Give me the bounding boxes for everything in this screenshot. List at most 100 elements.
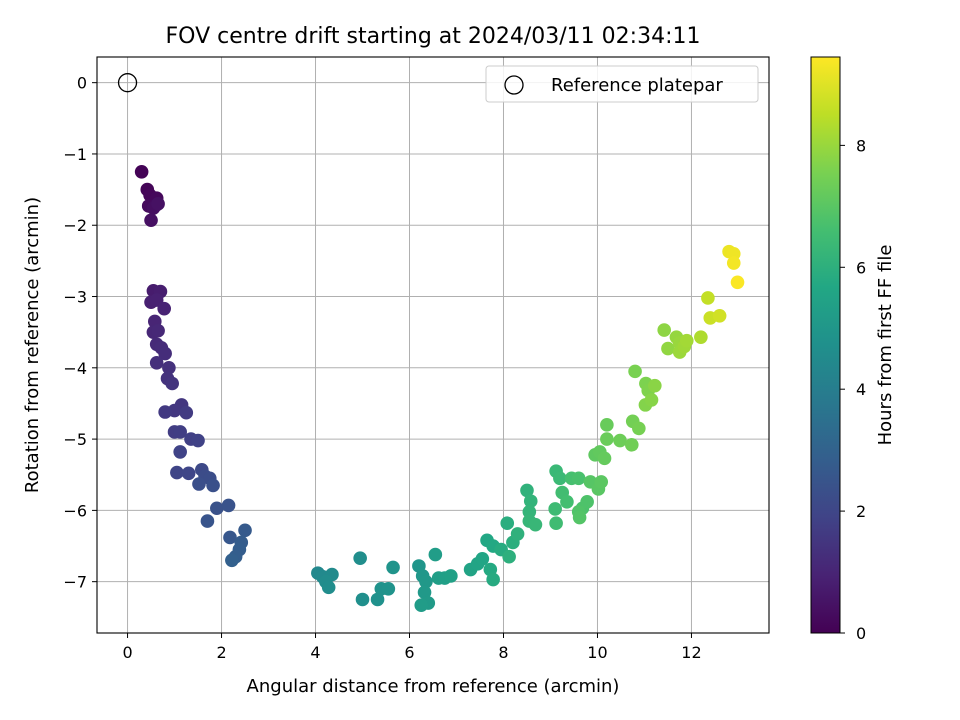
y-tick-label-3: −3: [63, 288, 87, 307]
x-tick-label-2: 4: [310, 643, 320, 662]
y-tick-label-1: −1: [63, 145, 87, 164]
data-point-63: [417, 585, 432, 600]
data-point-32: [173, 445, 187, 459]
data-point-115: [644, 393, 659, 407]
data-point-125: [701, 291, 715, 305]
colorbar-tick-label-2: 4: [856, 380, 866, 399]
data-point-86: [528, 517, 543, 532]
data-point-54: [353, 551, 367, 565]
colorbar-tick-label-1: 2: [856, 502, 866, 521]
x-tick-label-4: 8: [498, 643, 508, 662]
data-point-106: [600, 432, 614, 446]
y-tick-label-0: 0: [77, 74, 87, 93]
x-tick-label-3: 6: [404, 643, 414, 662]
data-point-101: [594, 475, 609, 489]
legend-entry-reference: Reference platepar: [551, 75, 723, 96]
data-point-26: [158, 405, 172, 419]
data-point-48: [225, 553, 239, 568]
colorbar-label: Hours from first FF file: [875, 245, 896, 446]
y-axis-label: Rotation from reference (arcmin): [22, 197, 43, 493]
data-point-123: [679, 333, 694, 348]
data-point-34: [181, 466, 196, 481]
data-point-98: [572, 510, 587, 525]
colorbar-tick-label-3: 6: [856, 258, 866, 277]
data-point-130: [726, 256, 741, 270]
data-point-92: [560, 495, 574, 509]
data-point-27: [179, 405, 194, 420]
data-point-20: [149, 356, 164, 370]
reference-platepar-marker: [117, 73, 138, 93]
data-point-82: [520, 483, 534, 498]
data-point-38: [192, 477, 206, 491]
data-point-58: [381, 582, 396, 596]
data-point-78: [500, 516, 515, 531]
data-point-7: [144, 213, 158, 228]
data-point-33: [170, 465, 184, 480]
x-axis-ticks: 0 2 4 6 8 10 12: [122, 633, 702, 662]
legend-box: [485, 65, 759, 103]
data-point-39: [206, 478, 220, 493]
data-point-80: [502, 549, 516, 564]
data-point-41: [221, 498, 236, 513]
x-tick-label-5: 10: [587, 643, 607, 662]
data-point-23: [165, 376, 179, 391]
data-point-13: [157, 301, 171, 316]
data-point-31: [191, 433, 205, 448]
data-point-107: [613, 433, 627, 448]
data-point-89: [548, 502, 562, 516]
legend: Reference platepar: [485, 65, 759, 103]
x-tick-label-1: 2: [216, 643, 226, 662]
x-tick-label-6: 12: [681, 643, 701, 662]
data-point-108: [624, 438, 639, 452]
data-point-55: [355, 592, 370, 607]
colorbar-ticks: 0 2 4 6 8: [840, 136, 866, 643]
legend-marker-reference: [504, 75, 524, 95]
data-point-43: [223, 530, 237, 545]
data-point-118: [661, 341, 675, 356]
y-tick-label-6: −6: [63, 501, 87, 520]
data-point-40: [210, 501, 224, 516]
colorbar: [810, 56, 841, 634]
data-point-56: [370, 592, 385, 607]
data-point-72: [475, 552, 490, 566]
data-point-127: [712, 308, 727, 323]
data-point-0: [134, 164, 149, 179]
x-tick-label-0: 0: [122, 643, 132, 662]
y-axis-ticks: 0 −1 −2 −3 −4 −5 −6 −7: [63, 74, 97, 592]
data-point-88: [553, 471, 567, 486]
data-point-66: [428, 547, 443, 562]
data-point-16: [151, 323, 165, 338]
data-points: [134, 164, 745, 612]
colorbar-tick-label-4: 8: [856, 136, 866, 155]
data-point-96: [580, 495, 594, 509]
data-point-29: [173, 425, 187, 439]
data-point-19: [158, 346, 172, 361]
reference-point: [117, 73, 138, 93]
data-point-76: [486, 572, 500, 587]
data-point-111: [628, 364, 642, 379]
data-point-53: [321, 580, 336, 595]
y-tick-label-7: −7: [63, 573, 87, 592]
colorbar-tick-label-0: 0: [856, 624, 866, 643]
data-point-21: [162, 361, 176, 375]
data-point-42: [200, 514, 215, 528]
x-axis-label: Angular distance from reference (arcmin): [247, 676, 620, 697]
data-point-90: [549, 516, 563, 531]
data-point-8: [151, 197, 165, 211]
data-point-81: [510, 527, 525, 541]
plot-frame: [96, 56, 770, 634]
data-point-94: [571, 471, 586, 486]
data-point-104: [597, 451, 612, 466]
data-point-62: [419, 574, 433, 589]
data-point-69: [444, 569, 458, 583]
chart-title: FOV centre drift starting at 2024/03/11 …: [166, 24, 701, 49]
data-point-59: [386, 560, 400, 575]
data-point-105: [600, 418, 614, 432]
data-point-83: [523, 494, 538, 508]
data-point-117: [657, 323, 672, 337]
data-point-110: [632, 421, 646, 436]
data-point-65: [414, 598, 429, 612]
data-point-131: [730, 275, 745, 290]
y-tick-label-2: −2: [63, 216, 87, 235]
